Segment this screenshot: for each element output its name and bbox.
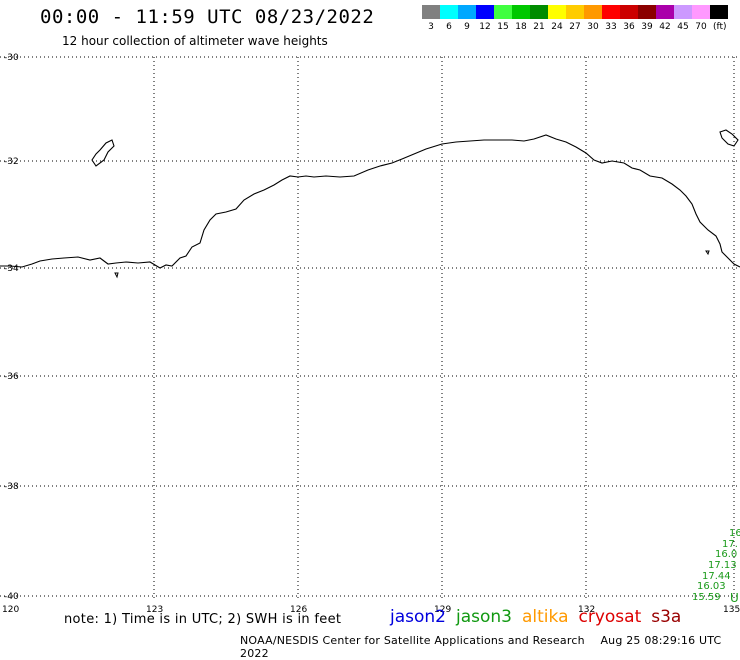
legend-swatch [674, 5, 692, 19]
legend-item: 9 [458, 5, 476, 32]
coast-islet [114, 272, 119, 279]
longitude-label: 132 [578, 605, 595, 615]
swh-observation: 15.59 [692, 592, 721, 603]
latitude-label: -40 [4, 592, 19, 602]
latitude-label: -34 [4, 264, 19, 274]
longitude-label: 120 [2, 605, 19, 615]
legend-swatch [458, 5, 476, 19]
legend-label: 42 [659, 22, 671, 32]
legend-item: 33 [602, 5, 620, 32]
legend-swatch [530, 5, 548, 19]
satellite-label: jason2 [390, 607, 446, 627]
coast-islet [705, 250, 710, 256]
legend-label: 18 [515, 22, 527, 32]
legend-item: 70 [692, 5, 710, 32]
legend-swatch [710, 5, 728, 19]
satellite-label: altika [522, 607, 569, 627]
legend-item: 39 [638, 5, 656, 32]
legend-item: 18 [512, 5, 530, 32]
longitude-label: 126 [290, 605, 307, 615]
small-island-coast [91, 139, 115, 167]
latitude-label: -32 [4, 157, 19, 167]
longitude-label: 123 [146, 605, 163, 615]
longitude-label: 129 [434, 605, 451, 615]
legend-item: 42 [656, 5, 674, 32]
swh-observation: 17.44 [702, 571, 731, 582]
latitude-label: -36 [4, 372, 19, 382]
legend-label: 3 [428, 22, 434, 32]
legend-swatch [548, 5, 566, 19]
legend-label: 9 [464, 22, 470, 32]
legend-item: 24 [548, 5, 566, 32]
satellite-legend: jason2 jason3 altika cryosat s3a [390, 607, 681, 627]
legend-item: 6 [440, 5, 458, 32]
legend-swatch [566, 5, 584, 19]
legend-swatch [584, 5, 602, 19]
legend-swatch [476, 5, 494, 19]
legend-item: 12 [476, 5, 494, 32]
legend-item: 30 [584, 5, 602, 32]
legend-label: 33 [605, 22, 617, 32]
credit-text: NOAA/NESDIS Center for Satellite Applica… [240, 634, 585, 647]
swh-observation: 16 [729, 528, 740, 539]
legend-label: 30 [587, 22, 599, 32]
swh-observation: 16.0 [715, 549, 738, 560]
satellite-label: cryosat [578, 607, 642, 627]
map-title: 00:00 - 11:59 UTC 08/23/2022 [40, 6, 375, 28]
legend-swatch [638, 5, 656, 19]
legend-item: 45 [674, 5, 692, 32]
kangaroo-island-shape [719, 129, 739, 147]
legend-swatch [512, 5, 530, 19]
legend-label: 36 [623, 22, 635, 32]
lat-lon-grid [0, 56, 740, 600]
legend-label: 12 [479, 22, 491, 32]
legend-label: 27 [569, 22, 581, 32]
legend-item: 36 [620, 5, 638, 32]
satellite-track-marker: U [730, 591, 739, 605]
legend-label: 24 [551, 22, 563, 32]
latitude-label: -30 [4, 53, 19, 63]
wave-height-legend: 3 6 9 12 15 18 21 24 27 30 33 36 39 42 45 70 [422, 5, 728, 32]
legend-swatch [422, 5, 440, 19]
satellite-label: s3a [651, 607, 682, 627]
australia-coastline [0, 134, 740, 269]
legend-item: 15 [494, 5, 512, 32]
legend-label: 45 [677, 22, 689, 32]
longitude-label: 135 [723, 605, 740, 615]
legend-item: 3 [422, 5, 440, 32]
legend-item [710, 5, 728, 32]
legend-swatch [692, 5, 710, 19]
swh-observation: 16.03 [697, 581, 726, 592]
latitude-label: -38 [4, 482, 19, 492]
axis-labels: -30 -32 -34 -36 -38 -40 120 123 126 129 132 135 [2, 53, 740, 615]
legend-label: 21 [533, 22, 545, 32]
legend-item: 21 [530, 5, 548, 32]
legend-swatch [656, 5, 674, 19]
swh-observation: 17.13 [708, 560, 737, 571]
legend-swatch [602, 5, 620, 19]
legend-label: 15 [497, 22, 509, 32]
legend-swatch [494, 5, 512, 19]
legend-item: 27 [566, 5, 584, 32]
map-subtitle: 12 hour collection of altimeter wave hei… [62, 34, 328, 48]
legend-units: (ft) [713, 22, 727, 32]
legend-label: 39 [641, 22, 653, 32]
satellite-label: jason3 [456, 607, 512, 627]
footer-note: note: 1) Time is in UTC; 2) SWH is in fe… [64, 612, 342, 627]
legend-swatch [620, 5, 638, 19]
legend-label: 70 [695, 22, 707, 32]
legend-swatch [440, 5, 458, 19]
swh-observation: 17. [722, 539, 738, 550]
legend-label: 6 [446, 22, 452, 32]
footer-credit: NOAA/NESDIS Center for Satellite Applica… [240, 634, 740, 660]
